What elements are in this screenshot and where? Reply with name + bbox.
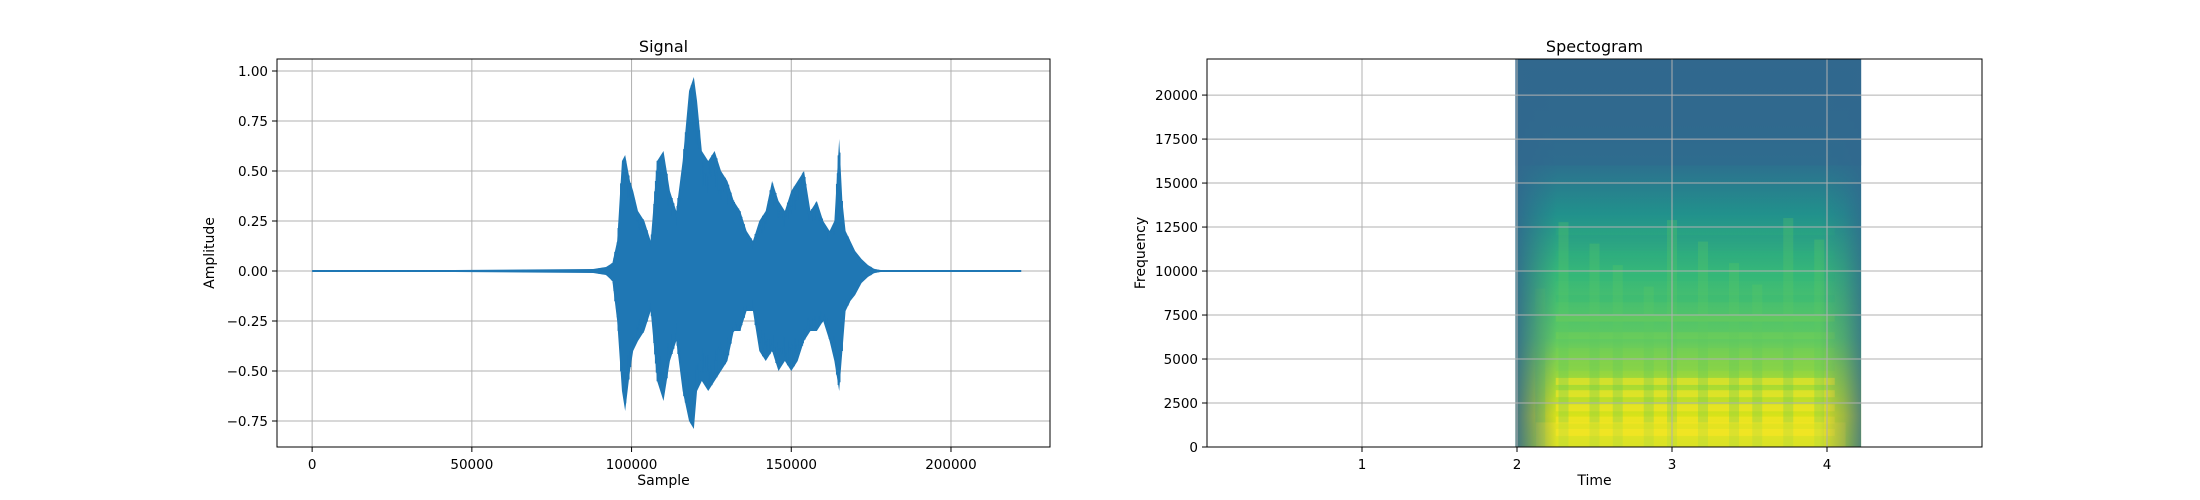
signal-chart: 0 50000 100000 150000 200000 −0.75 −0.50 −0.25… <box>202 37 1051 489</box>
signal-x-label: Sample <box>637 473 690 489</box>
spectrogram-x-ticks: 1 2 3 4 <box>1358 447 1832 473</box>
spectrogram-heatmap <box>1515 59 1862 447</box>
spectrogram-y-tick-label: 2500 <box>1164 396 1198 412</box>
signal-series-strokes <box>592 85 882 424</box>
signal-x-tick-label: 150000 <box>765 457 817 473</box>
spectrogram-y-tick-label: 15000 <box>1155 176 1198 192</box>
signal-y-tick-label: −0.75 <box>227 414 268 430</box>
signal-title: Signal <box>639 37 688 56</box>
signal-x-ticks: 0 50000 100000 150000 200000 <box>308 447 977 473</box>
signal-y-ticks: −0.75 −0.50 −0.25 0.00 0.25 0.50 0.75 1.00 <box>227 64 277 430</box>
spectrogram-y-tick-label: 17500 <box>1155 132 1198 148</box>
signal-y-tick-label: 0.75 <box>238 114 268 130</box>
signal-y-tick-label: 1.00 <box>238 64 268 80</box>
spectrogram-high-band <box>1515 59 1862 166</box>
signal-x-tick-label: 0 <box>308 457 317 473</box>
spectrogram-y-ticks: 0 2500 5000 7500 10000 12500 15000 17500 20000 <box>1155 88 1207 456</box>
spectrogram-x-tick-label: 4 <box>1823 457 1832 473</box>
signal-x-tick-label: 50000 <box>450 457 493 473</box>
signal-x-tick-label: 200000 <box>925 457 977 473</box>
spectrogram-title: Spectogram <box>1546 37 1643 56</box>
signal-y-tick-label: 0.50 <box>238 164 268 180</box>
signal-y-tick-label: −0.25 <box>227 314 268 330</box>
spectrogram-y-tick-label: 5000 <box>1164 352 1198 368</box>
signal-x-tick-label: 100000 <box>606 457 658 473</box>
spectrogram-x-tick-label: 2 <box>1513 457 1522 473</box>
spectrogram-axes-frame <box>1206 58 1983 448</box>
spectrogram-x-label: Time <box>1576 473 1611 489</box>
spectrogram-y-tick-label: 0 <box>1189 440 1198 456</box>
spectrogram-chart: 1 2 3 4 0 2500 5000 7500 10000 12500 15000 17500 20… <box>1133 37 1983 489</box>
spectrogram-y-tick-label: 7500 <box>1164 308 1198 324</box>
spectrogram-y-label: Frequency <box>1133 217 1149 289</box>
signal-waveform-strokes <box>592 85 882 424</box>
signal-y-label: Amplitude <box>202 217 218 289</box>
signal-axes-frame <box>276 58 1051 448</box>
signal-y-tick-label: 0.00 <box>238 264 268 280</box>
spectrogram-y-tick-label: 10000 <box>1155 264 1198 280</box>
spectrogram-x-tick-label: 1 <box>1358 457 1367 473</box>
spectrogram-x-tick-label: 3 <box>1668 457 1677 473</box>
spectrogram-y-tick-label: 20000 <box>1155 88 1198 104</box>
signal-y-tick-label: 0.25 <box>238 214 268 230</box>
spectrogram-y-tick-label: 12500 <box>1155 220 1198 236</box>
signal-y-tick-label: −0.50 <box>227 364 268 380</box>
